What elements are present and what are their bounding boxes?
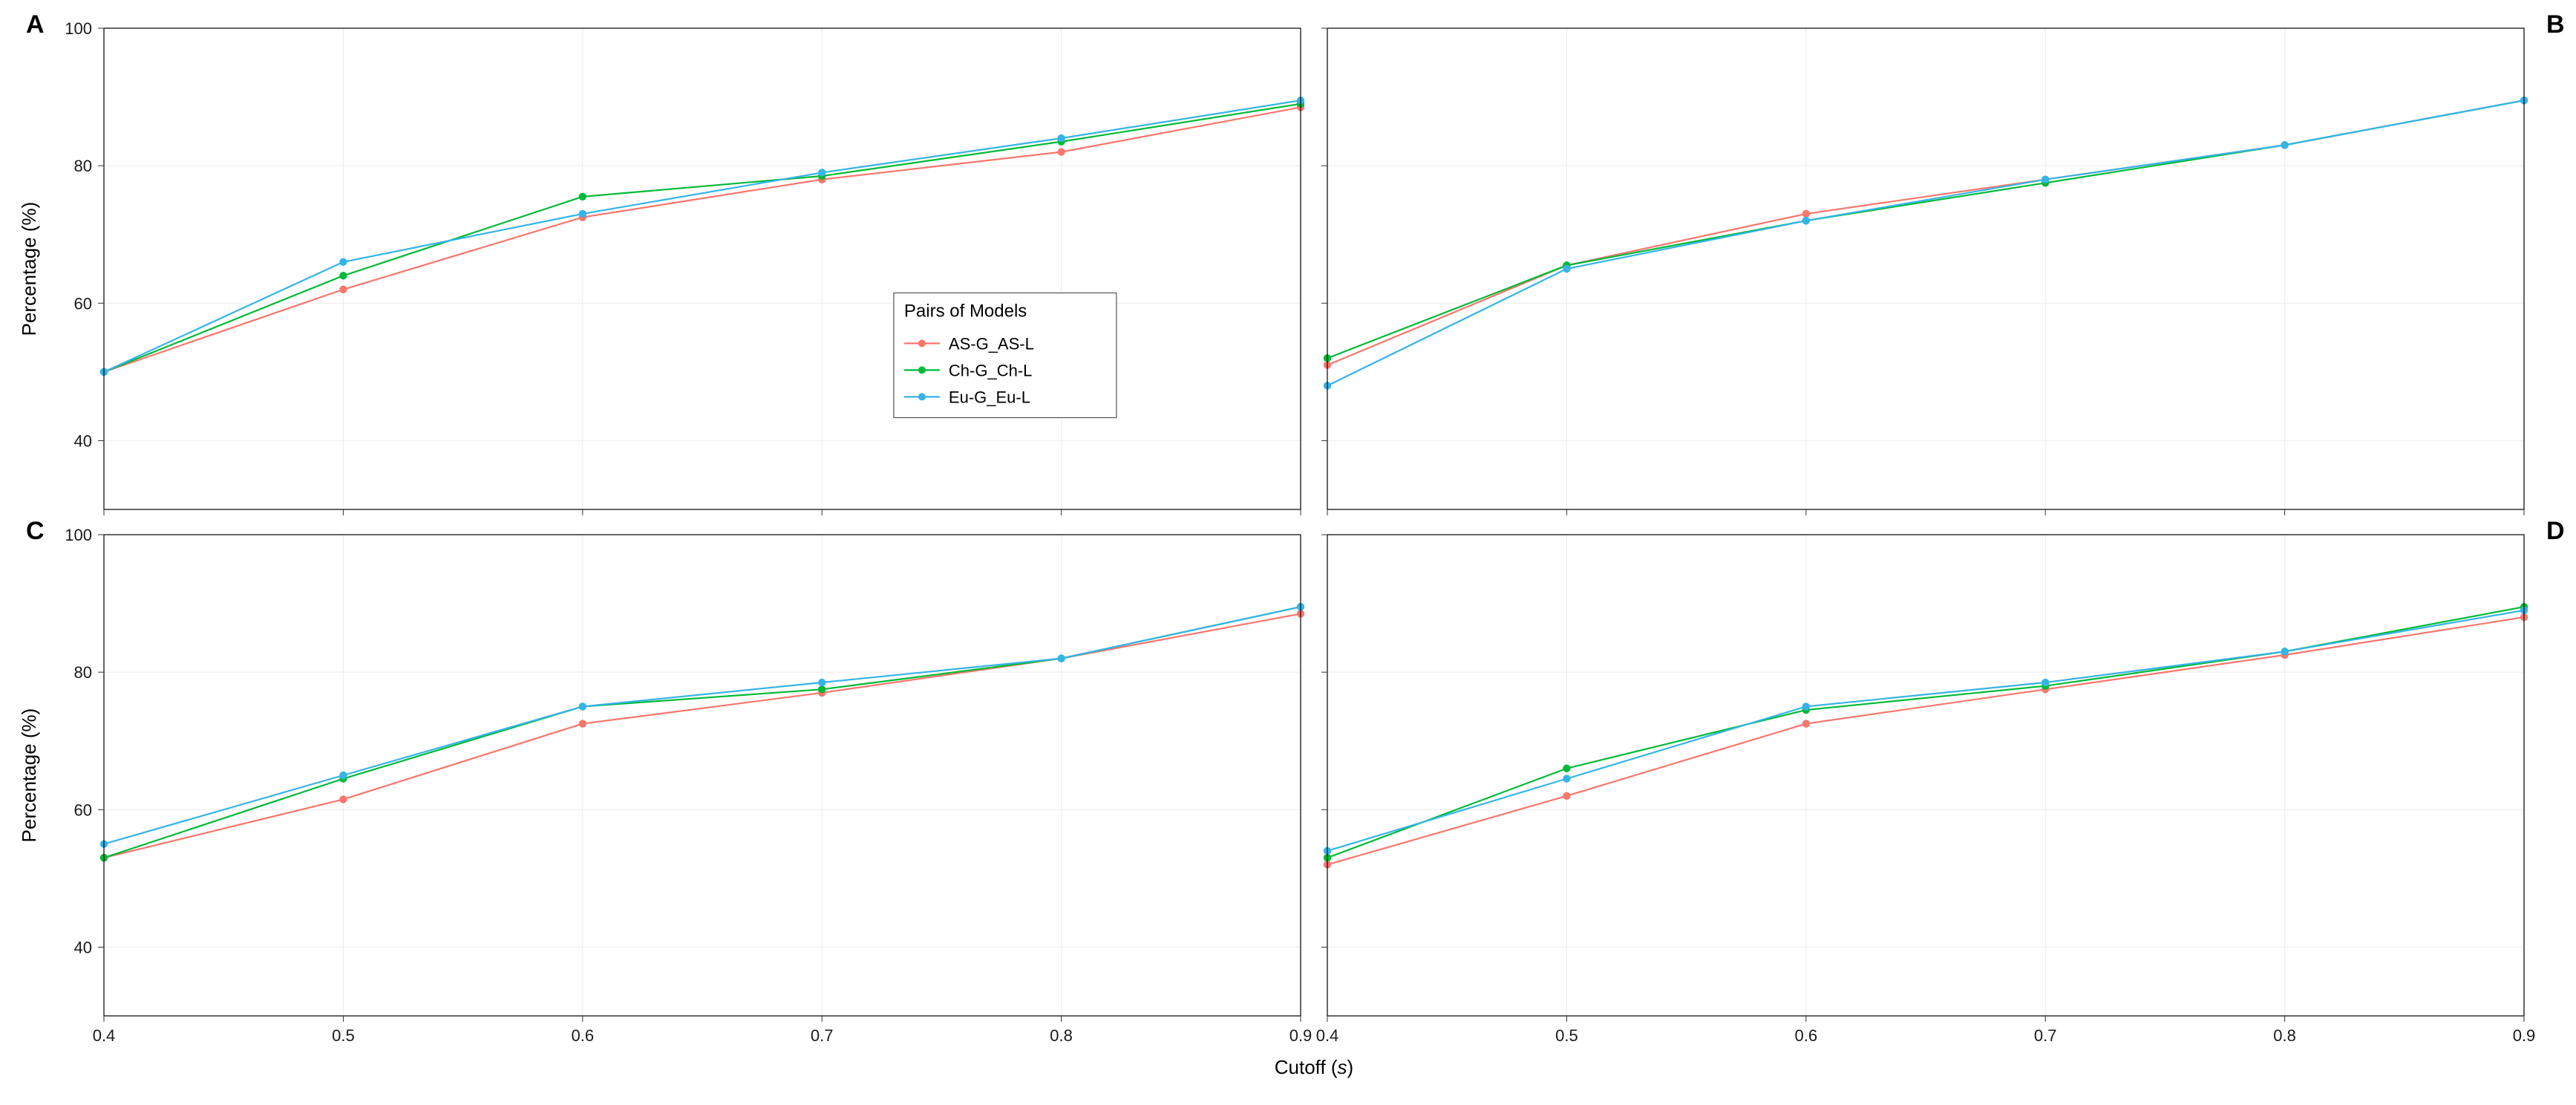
series-point-AS <box>579 720 586 727</box>
legend: Pairs of Models AS-G_AS-L Ch-G_Ch-L Eu-G_Eu… <box>894 293 1117 417</box>
series-point-Eu <box>1563 266 1570 273</box>
panel-C: 0.4 0.5 0.6 0.7 0.8 0.9 40 60 80 100 Percentage (%… <box>18 517 1312 1045</box>
panel-A: 40 60 80 100 Percentage (%) A <box>18 10 1304 515</box>
series-point-Ch <box>340 273 347 279</box>
y-axis-title: Percentage (%) <box>18 202 40 336</box>
y-tick-label: 60 <box>74 294 92 313</box>
legend-item-label: Eu-G_Eu-L <box>949 388 1030 406</box>
series-point-AS <box>1058 149 1065 155</box>
series-point-Eu <box>1058 655 1065 662</box>
legend-item-label: AS-G_AS-L <box>949 334 1034 353</box>
y-axis-title: Percentage (%) <box>18 708 40 843</box>
panel-letter-D: D <box>2546 517 2565 545</box>
panel-letter-A: A <box>26 10 45 39</box>
series-point-Eu <box>2281 142 2288 149</box>
x-tick-label: 0.6 <box>572 1026 595 1045</box>
multi-panel-line-chart: 40 60 80 100 Percentage (%) A B 0.4 0.5 0.6 0.7 0.8… <box>0 0 2576 1105</box>
legend-swatch-point <box>918 340 925 347</box>
x-tick-label: 0.7 <box>2034 1026 2057 1045</box>
x-tick-label: 0.4 <box>1316 1026 1339 1045</box>
x-tick-label: 0.8 <box>2273 1026 2296 1045</box>
series-point-AS <box>340 286 347 293</box>
panel-D: 0.4 0.5 0.6 0.7 0.8 0.9 D <box>1316 517 2565 1045</box>
series-point-AS <box>1802 210 1809 217</box>
series-point-Eu <box>1058 135 1065 142</box>
series-point-Eu <box>579 703 586 710</box>
y-tick-label: 100 <box>65 19 92 38</box>
x-tick-label: 0.6 <box>1795 1026 1818 1045</box>
series-point-AS <box>1563 792 1570 799</box>
series-point-Eu <box>2042 176 2049 183</box>
legend-item-label: Ch-G_Ch-L <box>949 361 1032 379</box>
series-point-AS <box>340 796 347 803</box>
y-tick-label: 100 <box>65 526 92 544</box>
y-tick-label: 40 <box>74 938 92 956</box>
x-tick-label: 0.9 <box>1289 1026 1312 1045</box>
series-point-Eu <box>819 169 826 176</box>
series-point-Ch <box>1563 765 1570 772</box>
series-point-Eu <box>2042 679 2049 686</box>
panel-B: B <box>1321 10 2565 515</box>
x-tick-label: 0.7 <box>811 1026 834 1045</box>
x-tick-label: 0.4 <box>93 1026 116 1045</box>
series-point-Ch <box>579 193 586 200</box>
legend-swatch-point <box>918 367 925 374</box>
series-point-Eu <box>340 258 347 265</box>
series-point-Ch <box>819 686 826 693</box>
series-point-Eu <box>340 772 347 779</box>
panel-letter-C: C <box>26 517 45 545</box>
y-tick-label: 80 <box>74 663 92 682</box>
series-point-Eu <box>1802 703 1809 710</box>
series-point-Eu <box>2281 648 2288 655</box>
y-tick-label: 80 <box>74 157 92 175</box>
x-tick-label: 0.9 <box>2513 1026 2536 1045</box>
x-tick-label: 0.8 <box>1050 1026 1073 1045</box>
x-tick-label: 0.5 <box>332 1026 355 1045</box>
legend-swatch-point <box>918 394 925 400</box>
legend-title: Pairs of Models <box>904 301 1027 321</box>
series-point-Eu <box>819 679 826 686</box>
panel-letter-B: B <box>2546 10 2565 39</box>
series-point-AS <box>1802 720 1809 727</box>
x-tick-label: 0.5 <box>1555 1026 1578 1045</box>
series-point-Eu <box>1802 218 1809 224</box>
x-axis-title: Cutoff (s) <box>1275 1056 1353 1078</box>
series-point-Eu <box>1563 775 1570 782</box>
y-tick-label: 60 <box>74 801 92 819</box>
series-point-Eu <box>579 210 586 217</box>
y-tick-label: 40 <box>74 431 92 450</box>
